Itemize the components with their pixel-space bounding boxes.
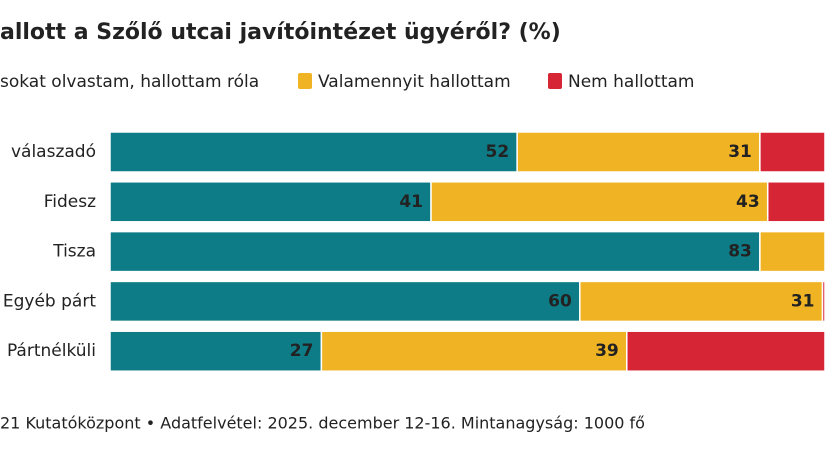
bar-segment — [626, 330, 825, 372]
y-tick-label: Pártnélküli — [7, 341, 96, 361]
bar-segment — [109, 230, 761, 273]
value-label: 31 — [728, 142, 752, 162]
value-label: 31 — [791, 291, 815, 311]
bar-segment — [759, 131, 825, 173]
bar-segment — [109, 280, 581, 323]
bar-segment — [109, 181, 432, 223]
chart-title: allott a Szőlő utcai javítóintézet ügyér… — [0, 20, 561, 45]
value-label: 41 — [399, 192, 423, 212]
value-label: 83 — [728, 242, 752, 262]
legend-label: Valamennyit hallottam — [318, 72, 511, 92]
y-tick-label: Egyéb párt — [3, 291, 96, 311]
y-tick-label: Tisza — [52, 242, 96, 262]
value-label: 52 — [485, 142, 509, 162]
bar-segment — [759, 230, 825, 273]
y-tick-label: válaszadó — [11, 142, 96, 162]
value-label: 27 — [290, 341, 314, 361]
bar-segment — [320, 330, 628, 372]
bar-segment — [430, 181, 769, 223]
legend-label: Nem hallottam — [568, 72, 695, 92]
bar-segment — [821, 280, 825, 323]
bar-segment — [766, 181, 825, 223]
bar-segment — [109, 131, 518, 173]
value-label: 39 — [595, 341, 619, 361]
legend-label: sokat olvastam, hallottam róla — [0, 72, 259, 92]
bar-segment — [109, 330, 323, 372]
legend-swatch — [298, 73, 312, 89]
value-label: 43 — [736, 192, 760, 212]
legend-swatch — [548, 73, 562, 89]
bar-segment — [579, 280, 824, 323]
bar-segment — [516, 131, 761, 173]
y-tick-label: Fidesz — [44, 192, 96, 212]
value-label: 60 — [548, 291, 572, 311]
footer: 21 Kutatóközpont • Adatfelvétel: 2025. d… — [0, 414, 645, 433]
